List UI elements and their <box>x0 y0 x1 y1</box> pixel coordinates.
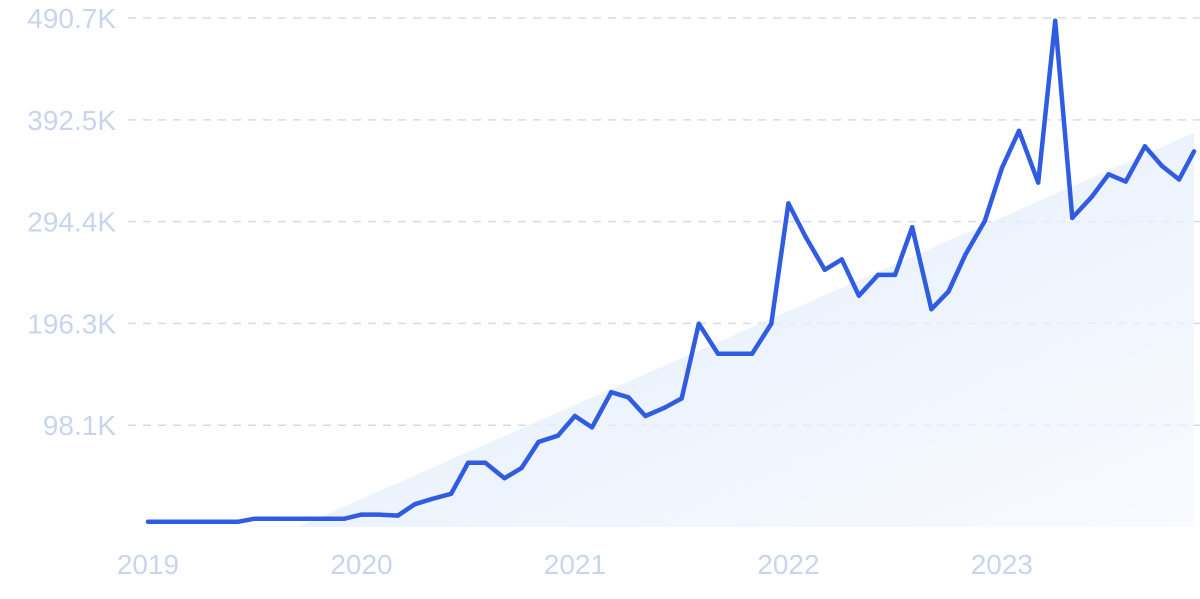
data-point <box>589 425 595 430</box>
y-tick-label: 98.1K <box>43 410 116 441</box>
data-point <box>1016 128 1022 133</box>
data-point <box>1053 18 1058 23</box>
data-point <box>963 252 968 257</box>
data-point <box>1191 149 1197 154</box>
x-tick-label: 2019 <box>117 549 179 580</box>
data-point <box>1089 194 1094 200</box>
series-line-0 <box>145 18 1197 525</box>
series-layer <box>145 18 1197 525</box>
data-point <box>786 201 791 206</box>
data-point <box>466 460 471 465</box>
data-point <box>1036 180 1041 185</box>
data-point <box>182 519 187 524</box>
data-point <box>252 516 257 521</box>
x-tick-label: 2020 <box>330 549 392 580</box>
y-tick-label: 294.4K <box>27 207 116 238</box>
x-tick-label: 2021 <box>544 549 606 580</box>
data-point <box>643 413 648 419</box>
data-point <box>1159 163 1165 169</box>
data-point <box>395 513 400 518</box>
data-point <box>359 512 364 517</box>
y-axis: 98.1K 196.3K 294.4K 392.5K 490.7K <box>27 3 116 441</box>
x-tick-label: 2023 <box>971 549 1033 580</box>
data-point <box>839 257 844 262</box>
data-point <box>1106 172 1111 177</box>
data-point <box>323 516 328 521</box>
data-point <box>999 165 1005 171</box>
data-point <box>162 519 168 524</box>
y-tick-label: 392.5K <box>27 105 116 136</box>
x-tick-label: 2022 <box>757 549 819 580</box>
data-point <box>982 218 987 224</box>
data-point <box>910 225 915 230</box>
data-point <box>749 351 755 356</box>
data-point <box>1070 215 1075 221</box>
data-point <box>856 293 862 298</box>
data-point <box>376 512 381 517</box>
data-point <box>1142 144 1148 149</box>
data-point <box>696 321 701 326</box>
data-point <box>483 460 488 465</box>
data-point <box>519 465 524 471</box>
data-point <box>216 519 221 524</box>
data-point <box>572 413 578 419</box>
y-tick-label: 490.7K <box>27 3 116 34</box>
data-point <box>662 405 667 410</box>
data-point <box>732 351 738 356</box>
data-point <box>1176 177 1182 182</box>
data-point <box>875 272 881 278</box>
data-point <box>269 516 274 521</box>
trend-area <box>297 132 1194 527</box>
data-point <box>235 519 240 524</box>
data-point <box>946 289 951 294</box>
data-point <box>288 516 294 521</box>
data-point <box>929 307 934 312</box>
data-point <box>342 516 347 521</box>
data-point <box>429 496 435 502</box>
data-point <box>555 433 561 438</box>
data-point <box>412 502 417 507</box>
data-point <box>679 396 684 401</box>
data-point <box>448 491 454 496</box>
data-point <box>305 516 311 521</box>
data-point <box>803 234 808 239</box>
x-axis: 2019 2020 2021 2022 2023 <box>117 549 1033 580</box>
data-point <box>892 272 898 278</box>
data-point <box>145 519 151 524</box>
y-tick-label: 196.3K <box>27 308 116 339</box>
data-point <box>822 267 827 272</box>
trend-layer <box>297 132 1194 527</box>
data-point <box>199 519 204 524</box>
data-point <box>626 395 631 400</box>
data-point <box>715 351 721 356</box>
data-point <box>609 390 614 395</box>
data-point <box>1123 179 1128 184</box>
data-point <box>769 321 774 326</box>
data-point <box>536 439 541 445</box>
data-point <box>502 476 507 481</box>
